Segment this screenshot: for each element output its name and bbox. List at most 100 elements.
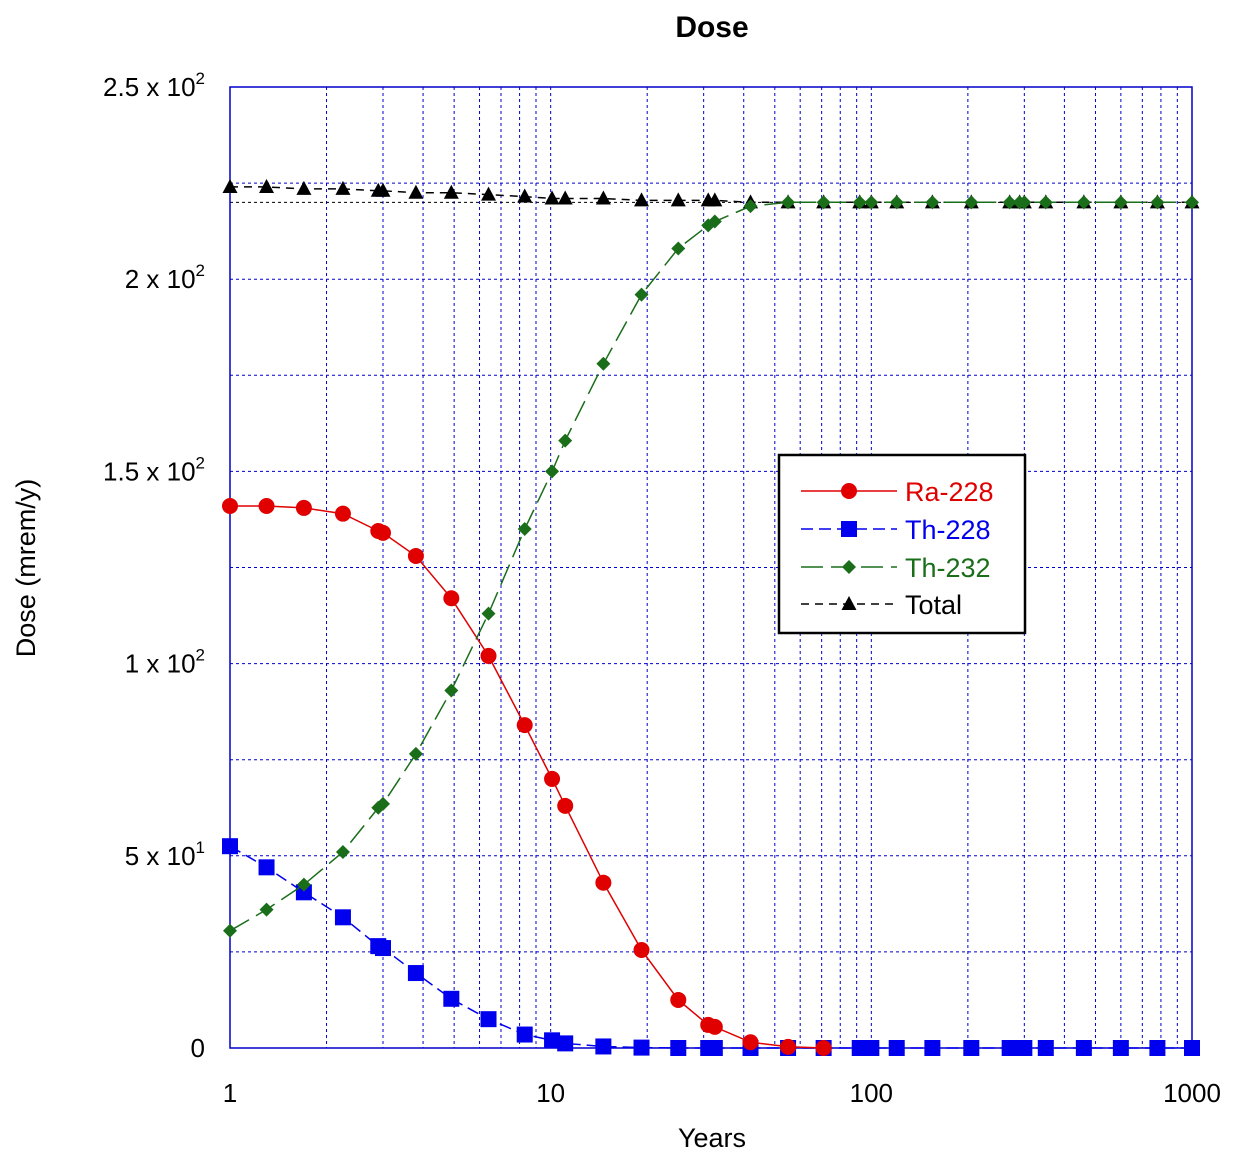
legend-item-total: Total [801, 590, 962, 620]
data-point-th-228 [258, 859, 275, 876]
series-line-ra-228 [230, 505, 824, 1049]
data-point-total [544, 190, 560, 205]
chart-title: Dose [675, 11, 748, 44]
data-point-total [707, 192, 723, 207]
data-point-th-232 [743, 199, 758, 214]
legend-item-th-228: Th-228 [801, 515, 991, 545]
data-point-th-228 [443, 990, 460, 1007]
data-point-ra-228 [516, 717, 533, 734]
data-point-th-232 [481, 606, 496, 621]
data-point-th-228 [1184, 1040, 1200, 1056]
data-point-th-232 [296, 877, 311, 892]
data-point-th-232 [223, 923, 237, 938]
data-point-ra-228 [480, 647, 497, 664]
data-point-th-228 [557, 1035, 574, 1052]
data-point-th-228 [1149, 1040, 1166, 1056]
data-point-total [595, 190, 611, 205]
data-point-th-232 [375, 796, 390, 811]
y-tick-label: 5 x 101 [125, 838, 205, 871]
data-point-th-232 [707, 214, 722, 229]
x-tick-label: 100 [850, 1078, 893, 1108]
data-point-th-228 [407, 965, 424, 982]
x-tick-label: 1 [223, 1078, 237, 1108]
data-point-th-232 [1185, 195, 1199, 210]
y-tick-label: 1.5 x 102 [103, 453, 205, 486]
legend-item-ra-228: Ra-228 [801, 477, 994, 507]
y-axis-ticks: 0 5 x 101 1 x 102 1.5 x 102 2 x 102 2.5 x 102 [103, 69, 205, 1063]
data-point-th-228 [888, 1040, 905, 1056]
data-point-ra-228 [742, 1034, 759, 1051]
data-point-th-228 [295, 884, 312, 901]
data-point-th-232 [671, 241, 686, 256]
data-point-th-232 [816, 195, 831, 210]
y-tick-label: 1 x 102 [125, 646, 205, 679]
data-point-th-232 [889, 195, 904, 210]
x-axis-ticks: 1 10 100 1000 [223, 1078, 1221, 1108]
y-tick-label: 2.5 x 102 [103, 69, 205, 102]
x-tick-label: 1000 [1163, 1078, 1221, 1108]
data-point-total [670, 192, 686, 207]
data-point-th-232 [1113, 195, 1128, 210]
data-point-ra-228 [407, 547, 424, 564]
data-point-th-232 [1076, 195, 1091, 210]
data-point-th-228 [963, 1040, 980, 1056]
grid [230, 87, 1192, 1048]
data-point-th-228 [516, 1026, 533, 1043]
data-point-th-232 [259, 902, 274, 917]
data-point-th-228 [1112, 1040, 1129, 1056]
data-point-ra-228 [544, 770, 561, 787]
data-point-th-228 [480, 1011, 497, 1028]
data-point-total [443, 184, 459, 199]
data-point-th-232 [634, 287, 649, 302]
series-ra-228 [222, 497, 832, 1056]
data-point-total [408, 184, 424, 199]
data-point-ra-228 [557, 797, 574, 814]
legend-label-th-228: Th-228 [905, 515, 991, 545]
data-point-th-232 [864, 195, 879, 210]
legend-label-total: Total [905, 590, 962, 620]
data-point-th-228 [1037, 1040, 1054, 1056]
legend-marker-total [841, 596, 857, 610]
data-point-th-232 [1002, 195, 1017, 210]
legend-marker-th-232 [842, 560, 856, 574]
data-point-th-228 [1075, 1040, 1092, 1056]
x-tick-label: 10 [536, 1078, 565, 1108]
data-point-th-228 [863, 1040, 880, 1056]
data-point-total [259, 178, 275, 193]
data-point-total [634, 192, 650, 207]
data-point-total [375, 182, 391, 197]
data-point-th-228 [595, 1038, 612, 1055]
data-point-th-232 [1038, 195, 1053, 210]
data-point-ra-228 [258, 497, 275, 514]
data-point-total [222, 178, 238, 193]
legend-item-th-232: Th-232 [801, 553, 991, 583]
data-point-th-232 [852, 195, 867, 210]
data-point-ra-228 [706, 1018, 723, 1035]
data-point-th-228 [544, 1032, 561, 1049]
data-point-th-228 [924, 1040, 941, 1056]
data-point-th-228 [222, 838, 238, 855]
data-point-th-232 [558, 433, 573, 448]
data-point-total [481, 186, 497, 201]
data-point-th-228 [706, 1040, 723, 1056]
legend-label-th-232: Th-232 [905, 553, 991, 583]
x-axis-label: Years [678, 1123, 746, 1153]
data-point-th-228 [670, 1040, 687, 1056]
data-point-th-232 [1150, 195, 1165, 210]
data-point-ra-228 [595, 874, 612, 891]
data-point-th-232 [545, 464, 560, 479]
data-point-total [517, 188, 533, 203]
data-point-total [296, 180, 312, 195]
data-point-ra-228 [443, 590, 460, 607]
data-point-th-232 [964, 195, 979, 210]
series-line-th-232 [229, 201, 1192, 932]
data-point-th-232 [1017, 195, 1032, 210]
legend: Ra-228 Th-228 Th-232 Total [777, 453, 1027, 635]
data-point-total [557, 190, 573, 205]
data-point-th-228 [334, 909, 351, 926]
legend-label-ra-228: Ra-228 [905, 477, 994, 507]
series-layer [222, 178, 1200, 1056]
data-point-th-232 [596, 356, 611, 371]
data-point-ra-228 [633, 941, 650, 958]
